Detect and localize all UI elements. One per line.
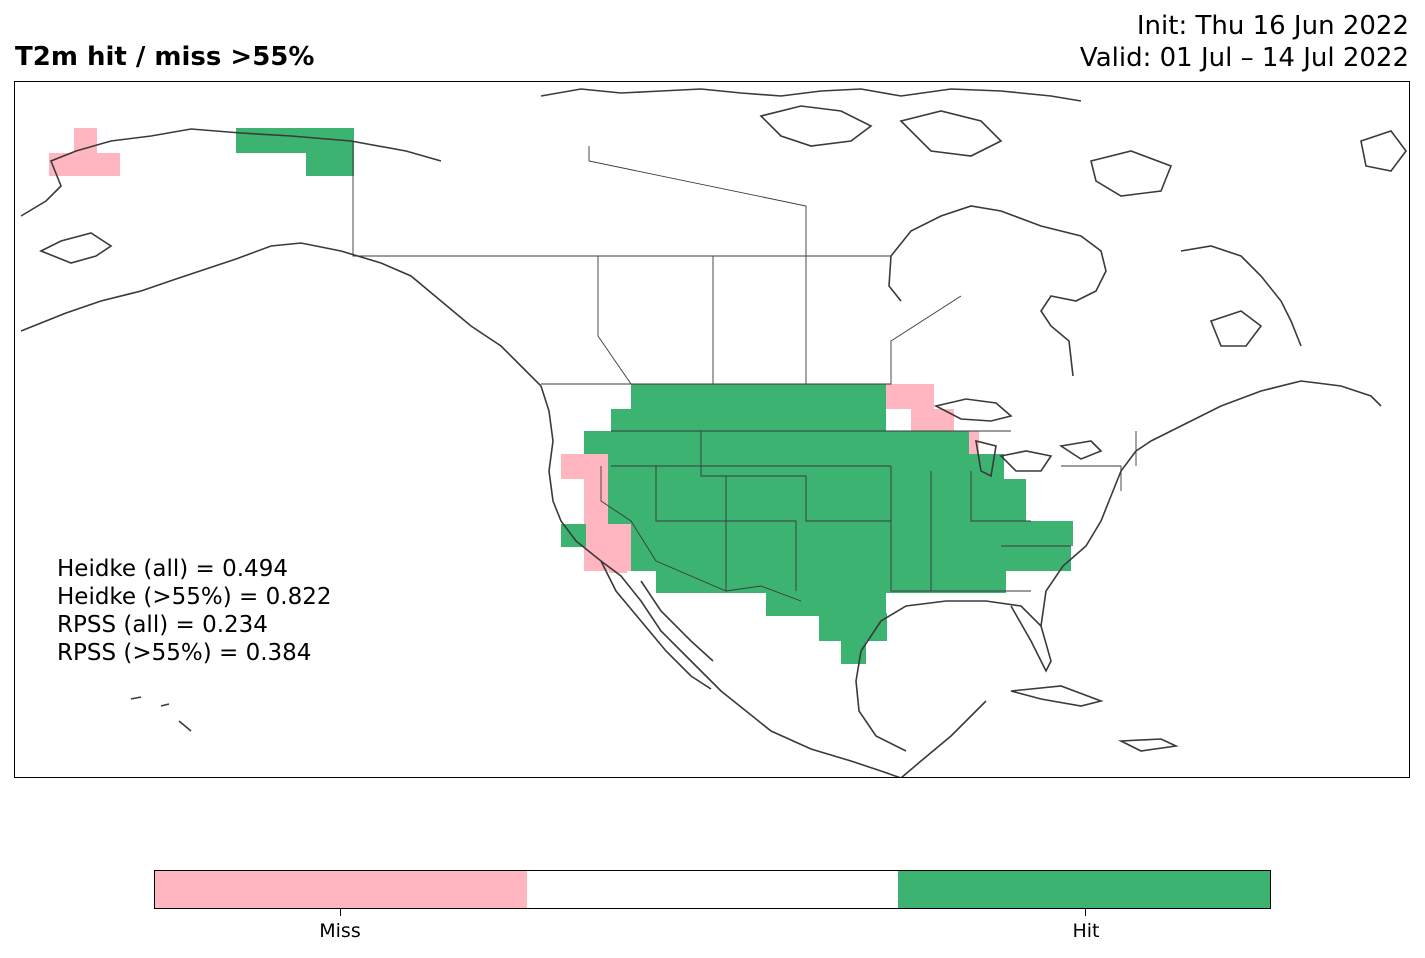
miss-cell (74, 128, 97, 153)
map-panel (14, 81, 1410, 778)
colorbar-tick-miss (340, 909, 341, 916)
hit-cell (608, 454, 1003, 524)
colorbar-label-hit: Hit (1072, 920, 1100, 942)
colorbar-label-miss: Miss (319, 920, 361, 942)
hit-cell (841, 639, 866, 664)
colorbar (154, 870, 1271, 909)
hit-cell (611, 419, 631, 431)
atlantic-coast (1040, 380, 1382, 627)
map-title: T2m hit / miss >55% (15, 42, 315, 72)
hit-cell (561, 524, 586, 547)
borders (352, 141, 1137, 602)
hit-cell (656, 571, 1006, 593)
map-canvas (20, 88, 1407, 777)
gulf-coast (855, 600, 1052, 777)
hit-cell (976, 479, 1026, 524)
miss-cell (584, 479, 609, 524)
miss-cell (931, 409, 954, 431)
hit-cell (236, 128, 354, 153)
hit-cell (1071, 521, 1073, 546)
heidke-all: Heidke (all) = 0.494 (57, 556, 288, 582)
miss-cell (886, 384, 934, 409)
hit-cell (631, 521, 1071, 571)
heidke-55: Heidke (>55%) = 0.822 (57, 584, 332, 610)
colorbar-neutral-segment (526, 871, 899, 908)
hit-cell (631, 384, 886, 432)
alaska-coast (20, 128, 542, 387)
init-date: Init: Thu 16 Jun 2022 (1136, 11, 1409, 41)
hit-cell (969, 454, 1004, 479)
date-block: Init: Thu 16 Jun 2022 Valid: 01 Jul – 14… (1080, 10, 1409, 74)
pacific-coast (540, 385, 901, 777)
skill-scores: Heidke (all) = 0.494 Heidke (>55%) = 0.8… (57, 555, 331, 667)
hit-cell (1001, 546, 1071, 571)
miss-cell (911, 409, 934, 432)
forecast-cells (49, 128, 1073, 664)
rpss-all: RPSS (all) = 0.234 (57, 612, 268, 638)
miss-cell (609, 561, 627, 573)
hudson-bay (888, 205, 1107, 377)
hit-cell (819, 613, 887, 641)
rpss-55: RPSS (>55%) = 0.384 (57, 640, 312, 666)
great-lakes (933, 398, 1103, 478)
miss-cell (49, 153, 120, 176)
valid-period: Valid: 01 Jul – 14 Jul 2022 (1079, 43, 1409, 73)
colorbar-miss-segment (155, 871, 527, 908)
miss-cell (561, 454, 609, 479)
coastlines (20, 88, 1407, 777)
hit-cell (306, 151, 354, 176)
colorbar-tick-hit (1085, 909, 1086, 916)
colorbar-hit-segment (898, 871, 1271, 908)
